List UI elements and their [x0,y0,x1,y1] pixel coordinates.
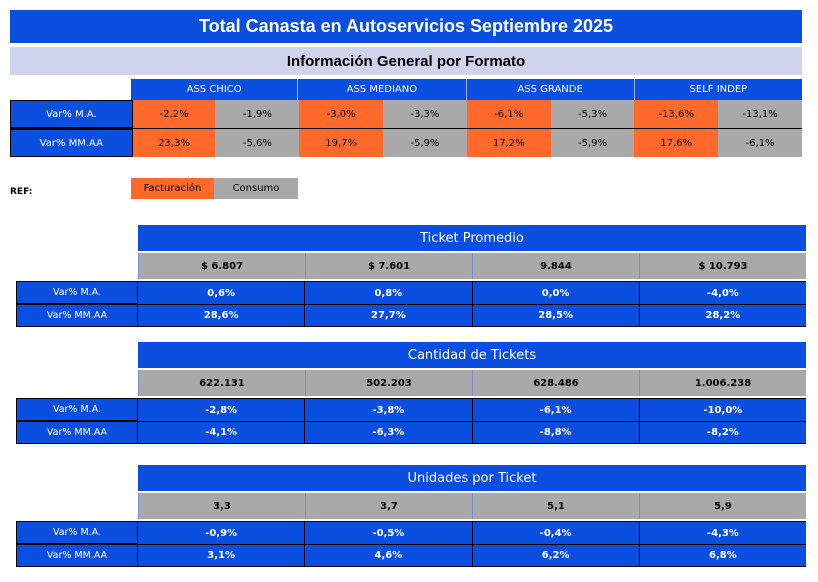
variation-cell: -10,0% [638,399,806,421]
facturacion-cell: 17,2% [466,129,551,157]
section-value: 5,1 [472,493,639,519]
section-value: 5,9 [639,493,806,519]
consumo-cell: -5,3% [550,100,635,128]
section-value: 3,3 [138,493,305,519]
variation-cell: -3,8% [304,399,471,421]
consumo-cell: -5,9% [383,129,467,157]
consumo-cell: -3,3% [383,100,467,128]
format-row: Var% M.A. -2,2% -1,9% -3,0% -3,3% -6,1% … [10,100,802,129]
consumo-cell: -1,9% [215,100,300,128]
format-header-row: ASS CHICO ASS MEDIANO ASS GRANDE SELF IN… [131,79,802,100]
variation-row: -0,9% -0,5% -0,4% -4,3% [138,521,806,544]
facturacion-cell: 17,6% [634,129,719,157]
variation-row: 0,6% 0,8% 0,0% -4,0% [138,281,806,304]
row-label: Var% MM.AA [10,129,133,157]
row-label: Var% M.A. [16,281,138,304]
variation-cell: -0,4% [471,522,639,544]
variation-cell: -6,3% [304,422,471,443]
section-value: 1.006.238 [639,370,806,396]
row-label: Var% MM.AA [16,421,138,444]
variation-cell: 4,6% [304,545,471,566]
format-header: ASS GRANDE [465,79,634,100]
variation-row: 3,1% 4,6% 6,2% 6,8% [138,544,806,567]
section-value: 628.486 [472,370,639,396]
facturacion-cell: 19,7% [299,129,384,157]
variation-cell: 0,8% [304,282,471,304]
variation-cell: 27,7% [304,305,471,326]
variation-row: -2,8% -3,8% -6,1% -10,0% [138,398,806,421]
variation-cell: 6,8% [638,545,806,566]
page-subtitle: Información General por Formato [10,47,802,75]
legend-facturacion: Facturación [131,178,214,199]
section-title: Unidades por Ticket [138,465,806,491]
variation-cell: -0,5% [304,522,471,544]
consumo-cell: -13,1% [718,100,802,128]
row-label: Var% MM.AA [16,544,138,567]
section-value: 9.844 [472,253,639,279]
facturacion-cell: 23,3% [132,129,216,157]
variation-row: -4,1% -6,3% -8,8% -8,2% [138,421,806,444]
section-value: $ 7.601 [305,253,472,279]
variation-row: 28,6% 27,7% 28,5% 28,2% [138,304,806,327]
format-header: SELF INDEP [633,79,802,100]
section-title: Ticket Promedio [138,225,806,251]
section-value: 622.131 [138,370,305,396]
variation-cell: -0,9% [205,527,238,539]
section-title: Cantidad de Tickets [138,342,806,368]
section-values-row: 3,3 3,7 5,1 5,9 [138,493,806,519]
metric-section: Cantidad de Tickets 622.131 502.203 628.486… [16,342,806,445]
format-row: Var% MM.AA 23,3% -5,6% 19,7% -5,9% 17,2%… [10,129,802,157]
facturacion-cell: -6,1% [466,100,551,128]
facturacion-cell: -13,6% [634,100,719,128]
variation-cell: 28,6% [203,310,239,321]
variation-cell: -4,1% [205,427,238,438]
variation-cell: 0,6% [207,287,235,299]
row-label: Var% MM.AA [16,304,138,327]
facturacion-cell: -3,0% [299,100,384,128]
format-header: ASS CHICO [131,79,298,100]
metric-section: Ticket Promedio $ 6.807 $ 7.601 9.844 $ 10.7… [16,225,806,328]
variation-cell: 28,5% [471,305,639,326]
section-value: 502.203 [305,370,472,396]
section-values-row: 622.131 502.203 628.486 1.006.238 [138,370,806,396]
row-label: Var% M.A. [10,100,133,128]
row-label: Var% M.A. [16,521,138,544]
consumo-cell: -5,6% [215,129,300,157]
variation-cell: -8,2% [638,422,806,443]
consumo-cell: -5,9% [550,129,635,157]
section-value: 3,7 [305,493,472,519]
row-label: Var% M.A. [16,398,138,421]
variation-cell: 6,2% [471,545,639,566]
variation-cell: -4,0% [638,282,806,304]
section-values-row: $ 6.807 $ 7.601 9.844 $ 10.793 [138,253,806,279]
format-header: ASS MEDIANO [297,79,466,100]
metric-section: Unidades por Ticket 3,3 3,7 5,1 5,9 Var% M.A.… [16,465,806,568]
variation-cell: -4,3% [638,522,806,544]
format-table: Var% M.A. -2,2% -1,9% -3,0% -3,3% -6,1% … [10,100,802,157]
variation-cell: -8,8% [471,422,639,443]
variation-cell: 0,0% [471,282,639,304]
consumo-cell: -6,1% [718,129,802,157]
ref-label: REF: [10,187,33,197]
section-value: $ 6.807 [138,253,305,279]
variation-cell: -6,1% [471,399,639,421]
variation-cell: -2,8% [205,404,238,416]
legend-consumo: Consumo [214,178,298,199]
variation-cell: 28,2% [638,305,806,326]
section-value: $ 10.793 [639,253,806,279]
variation-cell: 3,1% [207,550,235,561]
facturacion-cell: -2,2% [132,100,216,128]
page-title: Total Canasta en Autoservicios Septiembr… [10,10,802,43]
